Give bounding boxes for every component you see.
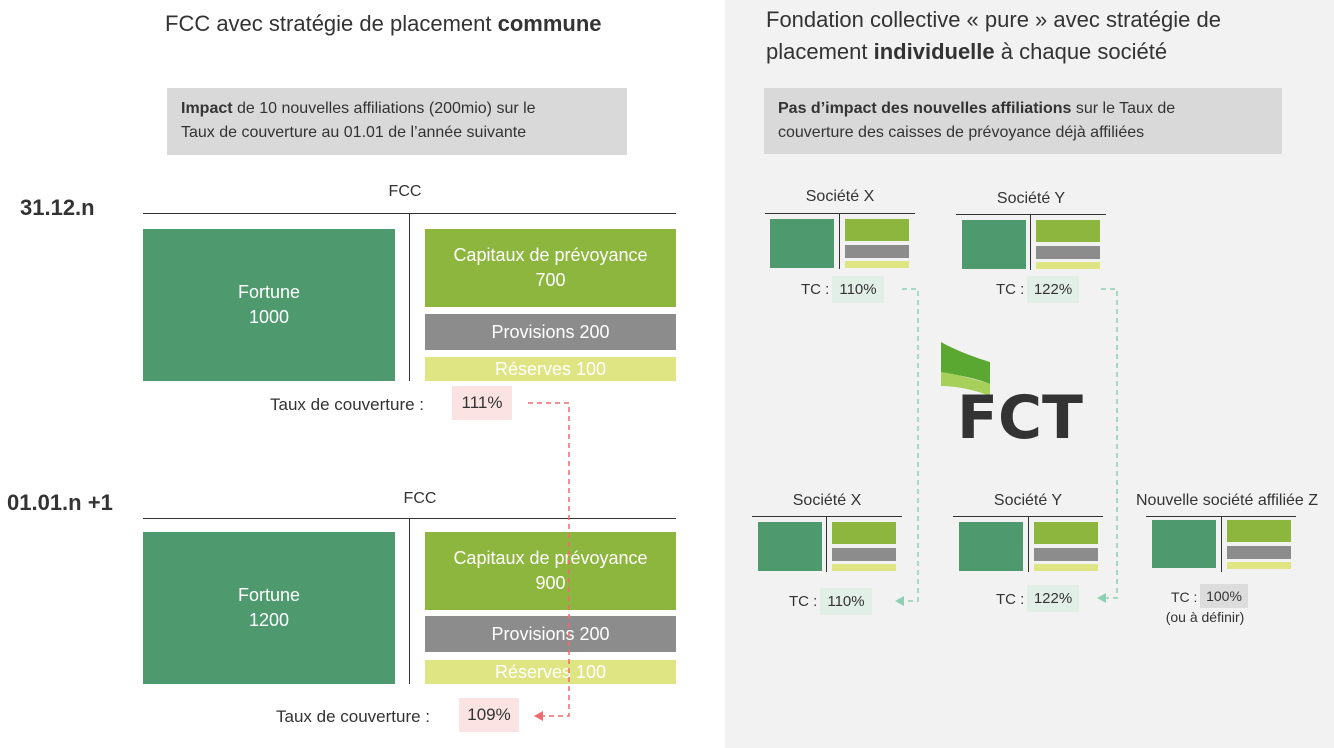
societe-x-top-title: Société X <box>805 188 875 205</box>
fcc-label-1: FCC <box>388 183 422 200</box>
societe-z-divider <box>1221 516 1222 572</box>
societe-y-top-capitaux <box>1036 220 1100 242</box>
societe-x-top-line <box>765 213 915 214</box>
fortune-block-2: Fortune 1200 <box>143 532 395 684</box>
societe-y-top-fortune <box>962 220 1026 269</box>
capitaux-block-1: Capitaux de prévoyance 700 <box>425 229 676 307</box>
societe-y-bottom-fortune <box>959 522 1023 571</box>
left-info-box: Impact de 10 nouvelles affiliations (200… <box>167 88 627 155</box>
date-label-1: 31.12.n <box>20 195 95 220</box>
societe-x-top-provisions <box>845 245 909 258</box>
societe-z-reserves <box>1227 562 1291 569</box>
red-dashed-arrow <box>528 402 570 721</box>
societe-y-bottom-capitaux <box>1034 522 1098 544</box>
taux-label-2: Taux de couverture : <box>276 707 431 726</box>
societe-x-bottom-fortune <box>758 522 822 571</box>
societe-x-bottom-tc-label: TC : <box>789 593 818 610</box>
societe-y-top-divider <box>1030 214 1031 270</box>
left-title: FCC avec stratégie de placement commune <box>165 11 602 36</box>
societe-z-tc-value: 100% <box>1200 584 1248 608</box>
societe-y-top-provisions <box>1036 246 1100 259</box>
taux-value-2: 109% <box>459 698 519 732</box>
fct-logo-text: FCT <box>957 383 1083 453</box>
provisions-block-1: Provisions 200 <box>425 314 676 350</box>
fcc-label-2: FCC <box>403 490 437 507</box>
societe-x-top-fortune <box>770 219 834 268</box>
societe-x-top-capitaux <box>845 219 909 241</box>
societe-x-top-reserves <box>845 261 909 268</box>
societe-y-top-tc-value: 122% <box>1027 276 1079 303</box>
provisions-block-2: Provisions 200 <box>425 616 676 652</box>
societe-x-bottom-provisions <box>832 548 896 561</box>
reserves-block-2: Réserves 100 <box>425 660 676 684</box>
societe-z-fortune <box>1152 520 1216 568</box>
right-title: Fondation collective « pure » avec strat… <box>766 7 1221 64</box>
societe-y-top-title: Société Y <box>996 190 1066 207</box>
societe-y-bottom-title: Société Y <box>993 492 1063 509</box>
right-info-box: Pas d’impact des nouvelles affiliations … <box>764 88 1282 154</box>
societe-z-capitaux <box>1227 520 1291 542</box>
societe-x-top-tc-label: TC : <box>801 281 830 298</box>
societe-y-bottom-provisions <box>1034 548 1098 561</box>
date-label-2: 01.01.n +1 <box>7 490 113 515</box>
societe-z-tc-note: (ou à définir) <box>1165 609 1245 625</box>
societe-y-bottom-divider <box>1028 516 1029 572</box>
societe-x-bottom-line <box>752 516 902 517</box>
societe-y-bottom-tc-value: 122% <box>1027 585 1079 612</box>
reserves-block-1: Réserves 100 <box>425 357 676 381</box>
societe-y-top-reserves <box>1036 262 1100 269</box>
taux-value-1: 111% <box>452 386 512 420</box>
societe-x-bottom-divider <box>826 516 827 572</box>
fortune-block-1: Fortune 1000 <box>143 229 395 381</box>
societe-x-bottom-tc-value: 110% <box>820 588 872 615</box>
societe-z-title: Nouvelle société affiliée Z <box>1135 492 1319 509</box>
societe-x-bottom-reserves <box>832 564 896 571</box>
societe-x-top-tc-value: 110% <box>832 276 884 303</box>
societe-z-tc-label: TC : <box>1171 589 1198 605</box>
capitaux-block-2: Capitaux de prévoyance 900 <box>425 532 676 610</box>
societe-x-top-divider <box>839 213 840 269</box>
balance-divider-1 <box>409 213 410 381</box>
societe-y-bottom-tc-label: TC : <box>996 591 1025 608</box>
taux-label-1: Taux de couverture : <box>270 395 425 414</box>
societe-y-top-line <box>956 214 1106 215</box>
societe-x-bottom-capitaux <box>832 522 896 544</box>
societe-y-bottom-reserves <box>1034 564 1098 571</box>
societe-x-bottom-title: Société X <box>792 492 862 509</box>
fct-logo <box>941 342 990 396</box>
balance-divider-2 <box>409 518 410 684</box>
societe-y-top-tc-label: TC : <box>996 281 1025 298</box>
societe-z-provisions <box>1227 546 1291 559</box>
